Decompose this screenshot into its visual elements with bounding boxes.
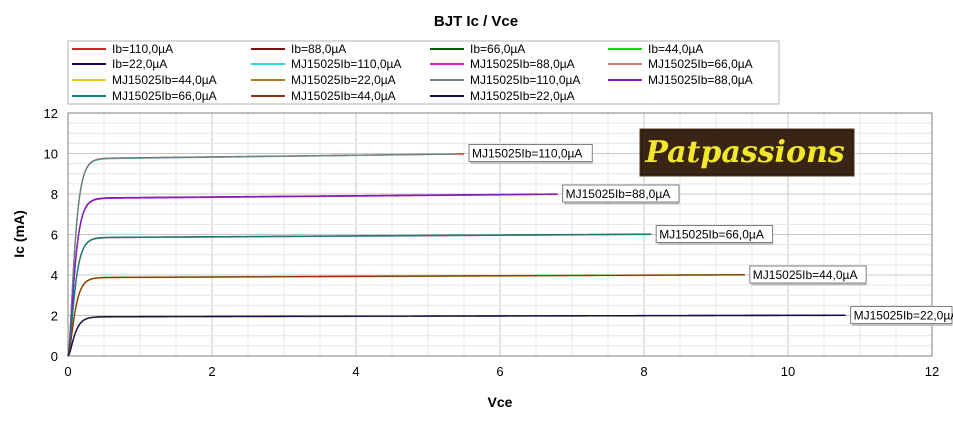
legend-entry: MJ15025Ib=88,0µA xyxy=(470,57,575,71)
x-tick-label: 10 xyxy=(781,364,795,379)
plot-area xyxy=(67,112,933,357)
series-line-13 xyxy=(67,274,745,357)
x-tick-label: 6 xyxy=(496,364,503,379)
patpassions-logo: Patpassions xyxy=(639,128,855,177)
y-tick-label: 4 xyxy=(51,268,58,283)
legend: Ib=110,0µA Ib=88,0µA Ib=66,0µA Ib=44,0µA Ib=… xyxy=(67,40,780,105)
legend-entry: MJ15025Ib=22,0µA xyxy=(470,89,575,103)
annotation-box xyxy=(749,265,867,284)
x-tick-label: 0 xyxy=(64,364,71,379)
annotation-label: MJ15025Ib=110,0µA xyxy=(472,147,582,161)
legend-entry: MJ15025Ib=66,0µA xyxy=(112,89,217,103)
annotation-label: MJ15025Ib=22,0µA xyxy=(854,309,953,323)
series-line-11 xyxy=(67,193,558,357)
series-line-12 xyxy=(67,233,652,357)
legend-entry: MJ15025Ib=44,0µA xyxy=(112,73,217,87)
annotation-label: MJ15025Ib=88,0µA xyxy=(566,187,671,201)
legend-entry: MJ15025Ib=88,0µA xyxy=(648,73,753,87)
tick-labels: 0 2 4 6 8 10 12 0 2 4 6 8 10 12 xyxy=(44,106,940,379)
logo-text: Patpassions xyxy=(644,135,844,170)
y-tick-label: 0 xyxy=(51,349,58,364)
series-line-14 xyxy=(67,314,846,357)
legend-entry: MJ15025Ib=110,0µA xyxy=(470,73,580,87)
annotation-label: MJ15025Ib=44,0µA xyxy=(753,268,858,282)
x-axis-label: Vce xyxy=(488,394,513,410)
legend-entry: Ib=22,0µA xyxy=(112,57,167,71)
legend-entry: Ib=66,0µA xyxy=(470,42,525,56)
chart-title: BJT Ic / Vce xyxy=(434,13,518,30)
legend-entry: MJ15025Ib=110,0µA xyxy=(291,57,401,71)
legend-entry: Ib=110,0µA xyxy=(112,42,173,56)
legend-entry: Ib=44,0µA xyxy=(648,42,703,56)
y-tick-label: 12 xyxy=(44,106,58,121)
annotation-box xyxy=(655,225,774,243)
annotation-box xyxy=(468,144,593,162)
annotation-label: MJ15025Ib=66,0µA xyxy=(659,228,764,242)
y-tick-label: 10 xyxy=(44,147,58,162)
series-lines xyxy=(67,153,846,357)
x-tick-label: 8 xyxy=(640,364,647,379)
y-tick-label: 6 xyxy=(51,228,58,243)
annotations: MJ15025Ib=110,0µA MJ15025Ib=88,0µA MJ15025… xyxy=(468,144,953,326)
annotation-box xyxy=(562,184,680,203)
legend-entry: MJ15025Ib=22,0µA xyxy=(291,73,396,87)
legend-box xyxy=(67,40,780,105)
x-tick-label: 2 xyxy=(208,364,215,379)
annotation-box xyxy=(850,306,953,324)
x-tick-label: 4 xyxy=(352,364,359,379)
legend-entry: Ib=88,0µA xyxy=(291,42,346,56)
x-tick-label: 12 xyxy=(925,364,939,379)
y-tick-label: 8 xyxy=(51,187,58,202)
legend-entry: MJ15025Ib=44,0µA xyxy=(291,89,396,103)
series-line-10 xyxy=(67,153,457,357)
legend-entry: MJ15025Ib=66,0µA xyxy=(648,57,753,71)
y-tick-label: 2 xyxy=(51,309,58,324)
y-axis-label: Ic (mA) xyxy=(11,210,27,257)
